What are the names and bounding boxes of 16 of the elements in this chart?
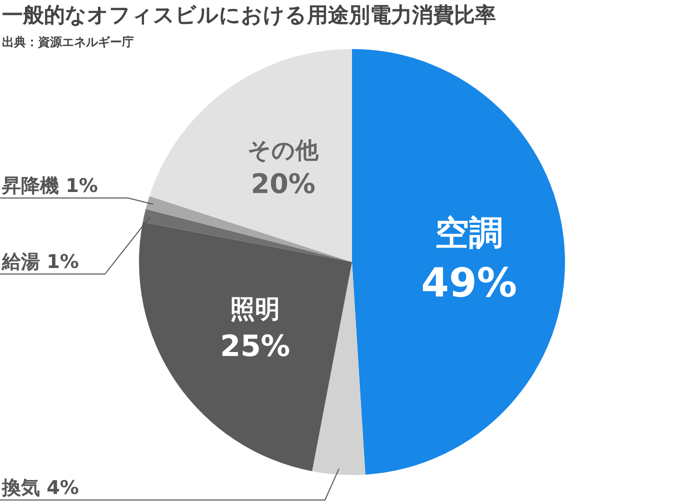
pie-slice (142, 209, 352, 262)
pie-slice (146, 196, 352, 262)
pie-slice (352, 49, 565, 475)
slice-label: 給湯 1% (1, 251, 79, 273)
chart-title: 一般的なオフィスビルにおける用途別電力消費比率 (2, 3, 496, 27)
slice-label: 空調 (435, 213, 504, 254)
slice-label: 照明 (230, 294, 280, 324)
slice-label: その他 (248, 138, 320, 164)
chart-subtitle: 出典：資源エネルギー庁 (2, 35, 134, 49)
data-label: 49% (421, 260, 518, 306)
slice-label: 換気 4% (1, 477, 79, 499)
slice-label: 昇降機 1% (1, 175, 98, 197)
pie-slice (312, 262, 366, 475)
data-label: 25% (220, 328, 290, 363)
pie-slice (149, 49, 352, 262)
data-label: 20% (250, 168, 316, 200)
